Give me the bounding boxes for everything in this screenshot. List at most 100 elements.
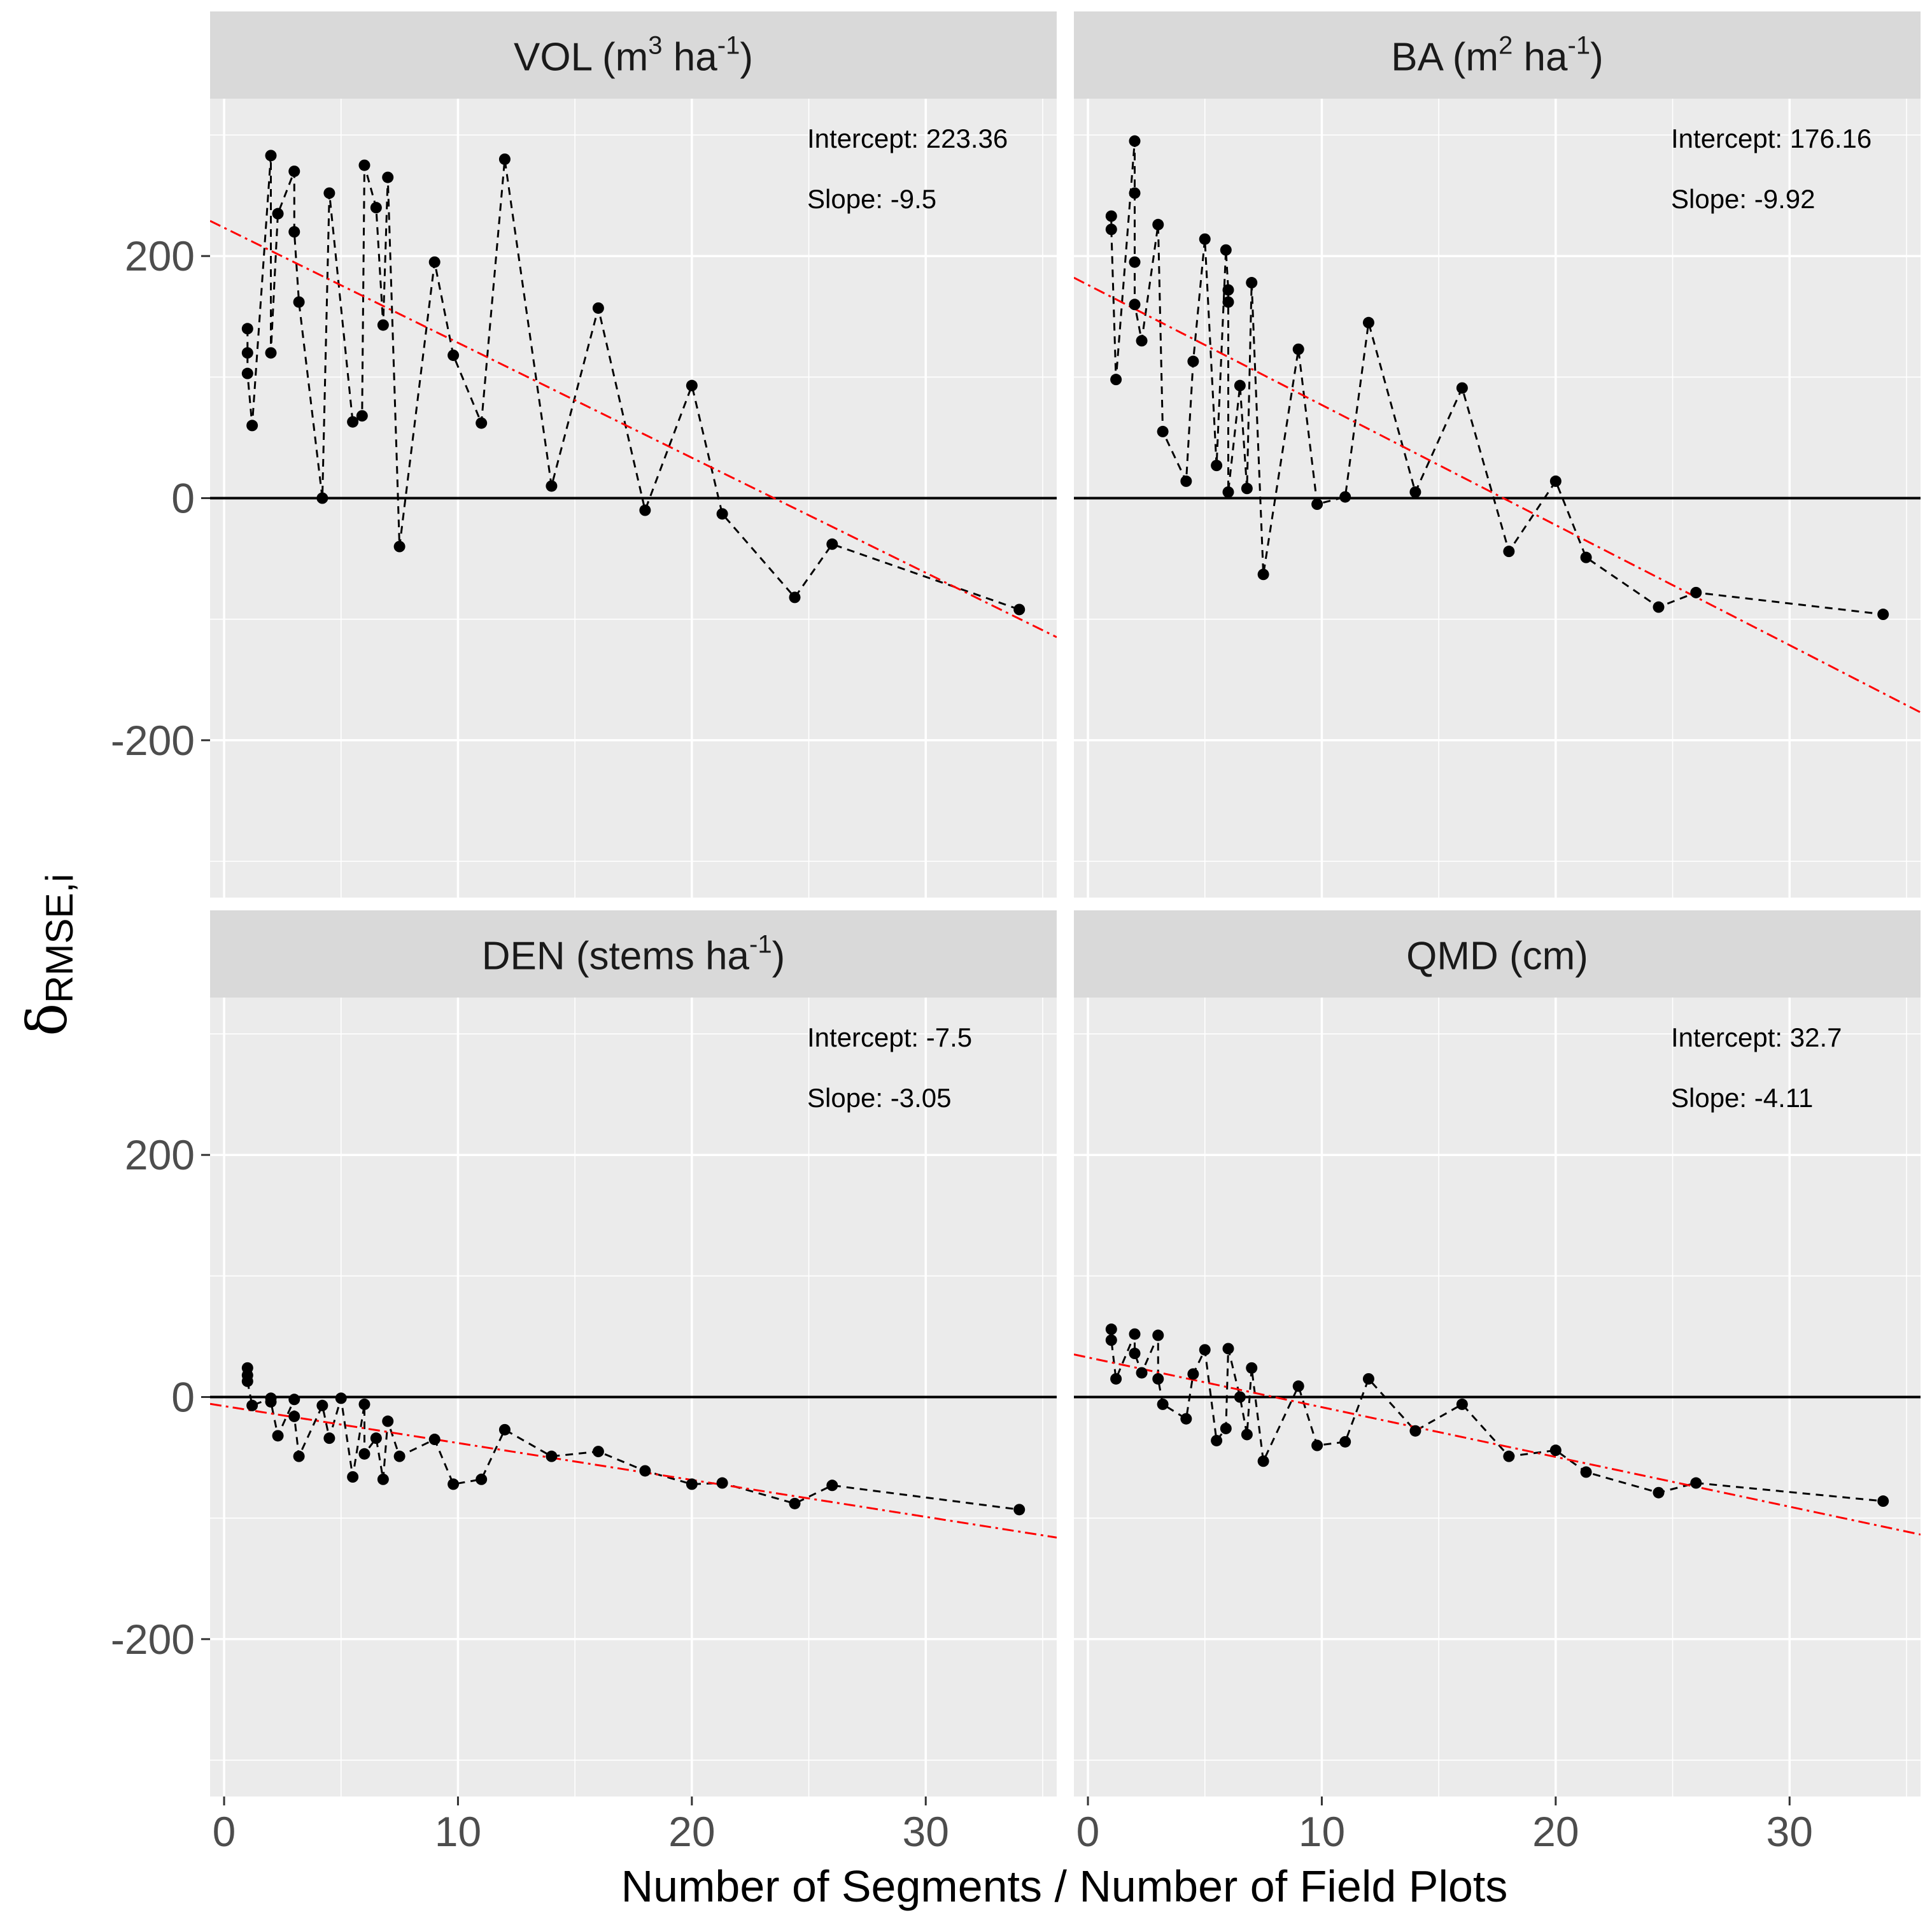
- data-point: [1503, 1450, 1515, 1462]
- data-point: [1549, 1444, 1562, 1457]
- data-point: [316, 492, 328, 504]
- data-point: [241, 367, 253, 379]
- data-point: [1110, 374, 1122, 386]
- data-point: [1199, 233, 1211, 245]
- data-point: [241, 323, 253, 335]
- x-tick-label: 10: [435, 1808, 481, 1855]
- panel-title-sup2: -1: [1568, 32, 1591, 60]
- data-point: [393, 1450, 405, 1462]
- data-point: [241, 1375, 253, 1387]
- data-point: [358, 159, 370, 171]
- data-point: [1690, 1477, 1702, 1489]
- data-point: [1549, 475, 1562, 487]
- data-point: [1241, 483, 1253, 495]
- data-point: [1152, 218, 1164, 230]
- panel-title-end: ): [740, 36, 753, 80]
- panel-title-sup1: 3: [648, 32, 662, 60]
- data-point: [1311, 498, 1323, 511]
- data-point: [716, 508, 728, 520]
- panel-den: DEN (stems ha-1) Intercept: -7.5 Slope: -3…: [210, 910, 1057, 1796]
- y-axis: -200 0 200 -200 0 200: [111, 232, 210, 1663]
- data-point: [1136, 335, 1148, 347]
- x-tick-label: 30: [903, 1808, 949, 1855]
- data-point: [1339, 491, 1351, 503]
- data-point: [1152, 1373, 1164, 1385]
- intercept-label-qmd: Intercept: 32.7: [1671, 1022, 1842, 1052]
- data-point: [476, 417, 488, 429]
- data-point: [288, 166, 300, 178]
- data-point: [1292, 1380, 1304, 1392]
- data-point: [1246, 277, 1258, 289]
- strip-ba: [1074, 11, 1921, 99]
- slope-label-vol: Slope: -9.5: [807, 184, 936, 214]
- data-point: [1187, 1368, 1199, 1380]
- panel-title-end: ): [772, 935, 786, 978]
- data-point: [1105, 1334, 1117, 1346]
- x-tick-label: 10: [1299, 1808, 1345, 1855]
- y-axis-title: δRMSE,i: [16, 873, 81, 1036]
- data-point: [1580, 1466, 1592, 1478]
- data-point: [1199, 1344, 1211, 1356]
- x-axis: 0 10 20 30 0 10 20 30: [213, 1796, 1813, 1855]
- panel-ba: BA (m2 ha-1) Intercept: 176.16 Slope: -9.9…: [1074, 11, 1921, 898]
- data-layer-den: [210, 1362, 1057, 1539]
- data-point: [316, 1399, 328, 1411]
- data-point: [639, 1465, 651, 1477]
- data-point: [1105, 210, 1117, 222]
- data-point: [1105, 1324, 1117, 1336]
- data-layer-qmd: [1074, 1324, 1921, 1536]
- data-point: [1409, 1425, 1421, 1437]
- data-point: [323, 187, 335, 199]
- data-point: [789, 1497, 801, 1509]
- x-axis-title: Number of Segments / Number of Field Plo…: [621, 1861, 1508, 1911]
- data-point: [1456, 382, 1468, 394]
- data-point: [476, 1473, 488, 1485]
- data-point: [1187, 355, 1199, 367]
- data-point: [288, 226, 300, 238]
- intercept-label-den: Intercept: -7.5: [807, 1022, 972, 1052]
- strip-den: [210, 910, 1057, 998]
- data-point: [1129, 299, 1141, 311]
- data-point: [592, 302, 604, 314]
- slope-label-ba: Slope: -9.92: [1671, 184, 1816, 214]
- data-point: [1241, 1429, 1253, 1441]
- data-point: [1110, 1373, 1122, 1385]
- data-point: [1311, 1439, 1323, 1451]
- panel-title-mid: ha: [663, 36, 718, 80]
- data-point: [377, 1473, 389, 1485]
- data-point: [272, 208, 284, 220]
- data-point: [1234, 379, 1246, 392]
- y-tick-label: 200: [125, 1131, 195, 1178]
- data-point: [546, 1450, 558, 1462]
- panel-title-ba: BA (m2 ha-1): [1391, 32, 1604, 80]
- data-point: [1157, 1398, 1169, 1410]
- data-point: [358, 1448, 370, 1460]
- data-point: [826, 1479, 838, 1492]
- data-point: [1257, 568, 1269, 581]
- data-point: [246, 420, 258, 432]
- data-point: [1129, 187, 1141, 199]
- data-point: [377, 319, 389, 331]
- data-point: [639, 504, 651, 516]
- panel-title-sup2: -1: [749, 931, 772, 959]
- panel-title-mid: ha: [1512, 36, 1568, 80]
- data-point: [1690, 586, 1702, 598]
- panel-title-end: ): [1590, 36, 1604, 80]
- data-point: [1580, 551, 1592, 563]
- data-point: [1013, 1504, 1026, 1516]
- data-point: [1292, 343, 1304, 355]
- data-point: [789, 591, 801, 604]
- panel-qmd: QMD (cm) Intercept: 32.7 Slope: -4.11: [1074, 910, 1921, 1796]
- data-point: [1877, 609, 1889, 621]
- data-point: [592, 1446, 604, 1458]
- data-point: [1129, 256, 1141, 268]
- data-point: [1257, 1455, 1269, 1467]
- data-point: [1409, 486, 1421, 498]
- data-point: [1129, 1348, 1141, 1360]
- data-point: [1222, 1343, 1234, 1355]
- panel-title-sup1: 2: [1498, 32, 1512, 60]
- data-layer-vol: [210, 150, 1057, 639]
- y-tick-label: 0: [171, 475, 195, 522]
- slope-label-qmd: Slope: -4.11: [1671, 1083, 1813, 1113]
- panel-title-vol: VOL (m3 ha-1): [514, 32, 753, 80]
